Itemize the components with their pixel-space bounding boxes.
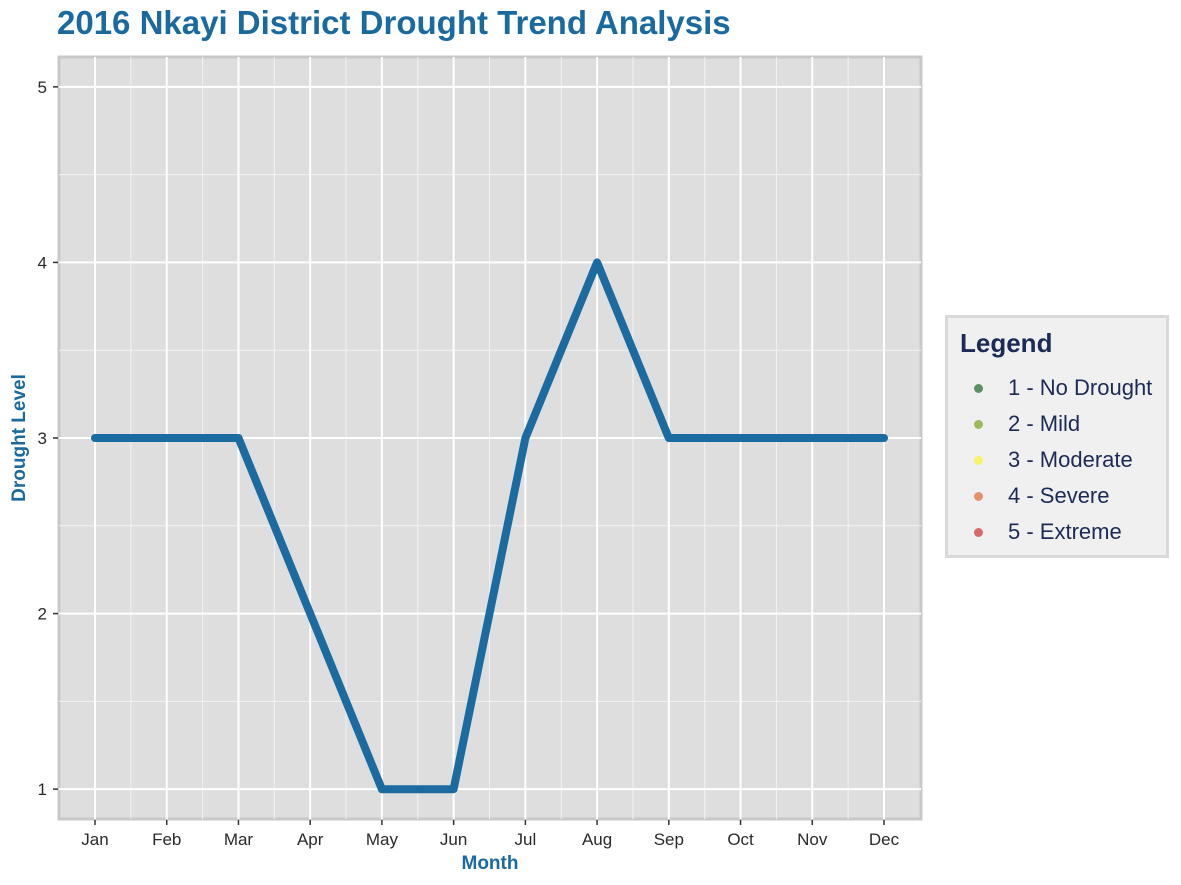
x-axis-title: Month	[462, 853, 519, 874]
legend-item-label: 5 - Extreme	[1008, 519, 1122, 544]
y-tick-label-1: 1	[38, 780, 47, 799]
legend-dot-icon	[974, 528, 983, 537]
legend-item: 5 - Extreme	[948, 518, 1166, 548]
x-tick-label-jul: Jul	[514, 830, 536, 849]
y-axis-title: Drought Level	[9, 374, 30, 502]
x-tick-label-mar: Mar	[224, 830, 254, 849]
legend-item: 4 - Severe	[948, 482, 1166, 512]
legend-dot-icon	[974, 420, 983, 429]
x-tick-label-apr: Apr	[297, 830, 324, 849]
x-tick-label-jun: Jun	[440, 830, 467, 849]
legend-title: Legend	[960, 328, 1053, 358]
legend-item: 1 - No Drought	[948, 374, 1166, 404]
x-tick-label-nov: Nov	[797, 830, 828, 849]
x-tick-label-feb: Feb	[152, 830, 181, 849]
x-tick-label-dec: Dec	[869, 830, 900, 849]
x-tick-label-aug: Aug	[582, 830, 612, 849]
legend-dot-icon	[974, 492, 983, 501]
y-tick-label-4: 4	[38, 253, 47, 272]
legend-dot-icon	[974, 456, 983, 465]
series-line	[91, 258, 888, 794]
x-tick-label-may: May	[366, 830, 399, 849]
legend-dot-icon	[974, 384, 983, 393]
x-tick-label-jan: Jan	[81, 830, 108, 849]
legend-item-label: 4 - Severe	[1008, 483, 1110, 508]
y-tick-label-5: 5	[38, 78, 47, 97]
legend-item: 2 - Mild	[948, 410, 1166, 440]
x-tick-label-sep: Sep	[654, 830, 684, 849]
x-tick-label-oct: Oct	[727, 830, 754, 849]
legend: Legend 1 - No Drought 2 - Mild 3 - Moderat…	[945, 315, 1169, 558]
legend-item: 3 - Moderate	[948, 446, 1166, 476]
chart-title: 2016 Nkayi District Drought Trend Analys…	[57, 4, 731, 41]
y-tick-label-2: 2	[38, 605, 47, 624]
legend-item-label: 3 - Moderate	[1008, 447, 1133, 472]
y-tick-label-3: 3	[38, 429, 47, 448]
legend-item-label: 2 - Mild	[1008, 411, 1081, 436]
legend-item-label: 1 - No Drought	[1008, 375, 1153, 400]
